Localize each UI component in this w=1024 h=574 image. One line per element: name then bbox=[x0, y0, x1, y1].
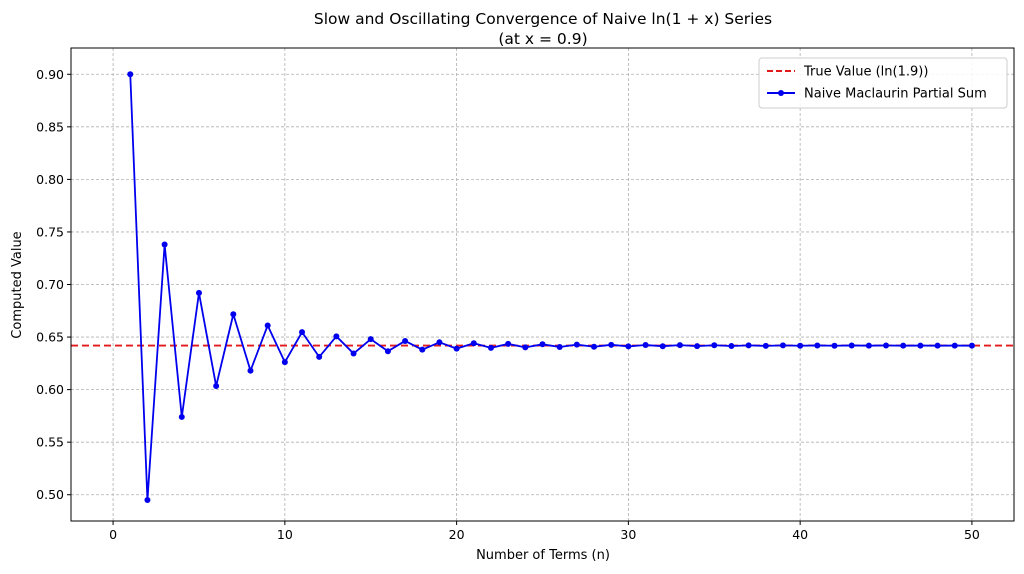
chart-title-group: Slow and Oscillating Convergence of Naiv… bbox=[314, 10, 772, 48]
y-axis-label: Computed Value bbox=[10, 231, 25, 338]
y-tick-label: 0.55 bbox=[36, 435, 64, 450]
plot-frame bbox=[70, 47, 1015, 522]
data-point bbox=[367, 336, 374, 343]
data-point bbox=[900, 342, 907, 349]
data-point bbox=[350, 350, 357, 357]
data-point bbox=[247, 367, 254, 374]
x-tick-label: 0 bbox=[109, 527, 117, 542]
series-line bbox=[129, 74, 972, 501]
axes-layer: 0 10 20 30 40 50 0.50 0.55 0.60 0.65 0.70 0.75 0.80 0… bbox=[36, 67, 980, 542]
data-point bbox=[694, 343, 701, 350]
data-point bbox=[487, 344, 494, 351]
data-point bbox=[264, 322, 271, 329]
data-point bbox=[556, 344, 563, 351]
data-point bbox=[745, 342, 752, 349]
data-point bbox=[402, 337, 409, 344]
y-tick-label: 0.90 bbox=[36, 67, 64, 82]
chart-subtitle: (at x = 0.9) bbox=[498, 30, 587, 48]
y-tick-label: 0.75 bbox=[36, 224, 64, 239]
x-axis-label: Number of Terms (n) bbox=[476, 548, 610, 563]
data-point bbox=[230, 311, 237, 318]
data-point bbox=[676, 342, 683, 349]
data-point bbox=[728, 342, 735, 349]
x-tick-label: 40 bbox=[792, 527, 808, 542]
y-tick-label: 0.60 bbox=[36, 382, 64, 397]
data-point bbox=[797, 342, 804, 349]
data-point bbox=[934, 342, 941, 349]
data-point bbox=[883, 342, 890, 349]
data-point bbox=[161, 241, 168, 248]
data-point bbox=[127, 71, 134, 78]
grid-layer bbox=[71, 48, 1014, 521]
x-tick-label: 50 bbox=[964, 527, 980, 542]
data-point bbox=[968, 342, 975, 349]
data-point bbox=[814, 342, 821, 349]
data-point bbox=[505, 340, 512, 347]
data-point bbox=[591, 343, 598, 350]
data-point bbox=[831, 342, 838, 349]
y-tick-label: 0.50 bbox=[36, 487, 64, 502]
data-point bbox=[762, 342, 769, 349]
data-point bbox=[384, 348, 391, 355]
data-layer bbox=[71, 71, 1014, 503]
data-point bbox=[281, 359, 288, 366]
data-point bbox=[419, 346, 426, 353]
data-point bbox=[522, 344, 529, 351]
y-tick-label: 0.70 bbox=[36, 277, 64, 292]
legend-box bbox=[758, 57, 1008, 109]
x-tick-label: 10 bbox=[277, 527, 293, 542]
legend-true-value-label: True Value (ln(1.9)) bbox=[803, 65, 928, 80]
data-point bbox=[470, 340, 477, 347]
data-point bbox=[333, 333, 340, 340]
data-point bbox=[573, 341, 580, 348]
data-point bbox=[625, 343, 632, 350]
data-point bbox=[659, 343, 666, 350]
data-point bbox=[436, 339, 443, 346]
data-point bbox=[316, 353, 323, 360]
data-point bbox=[865, 342, 872, 349]
y-tick-label: 0.85 bbox=[36, 119, 64, 134]
data-point bbox=[213, 383, 220, 390]
chart-title: Slow and Oscillating Convergence of Naiv… bbox=[314, 10, 772, 28]
data-point bbox=[144, 496, 151, 503]
data-point bbox=[848, 342, 855, 349]
legend: True Value (ln(1.9)) Naive Maclaurin Par… bbox=[758, 57, 1008, 109]
y-tick-label: 0.65 bbox=[36, 330, 64, 345]
data-point bbox=[453, 345, 460, 352]
x-tick-label: 20 bbox=[449, 527, 465, 542]
data-point bbox=[642, 342, 649, 349]
legend-series-label: Naive Maclaurin Partial Sum bbox=[804, 87, 987, 102]
data-point bbox=[917, 342, 924, 349]
data-point bbox=[539, 341, 546, 348]
x-tick-label: 30 bbox=[620, 527, 636, 542]
data-point bbox=[779, 342, 786, 349]
data-point bbox=[608, 341, 615, 348]
data-point bbox=[178, 413, 185, 420]
legend-series-marker bbox=[778, 90, 784, 96]
data-point bbox=[711, 342, 718, 349]
data-point bbox=[299, 329, 306, 336]
data-point bbox=[195, 289, 202, 296]
data-point bbox=[951, 342, 958, 349]
y-tick-label: 0.80 bbox=[36, 172, 64, 187]
